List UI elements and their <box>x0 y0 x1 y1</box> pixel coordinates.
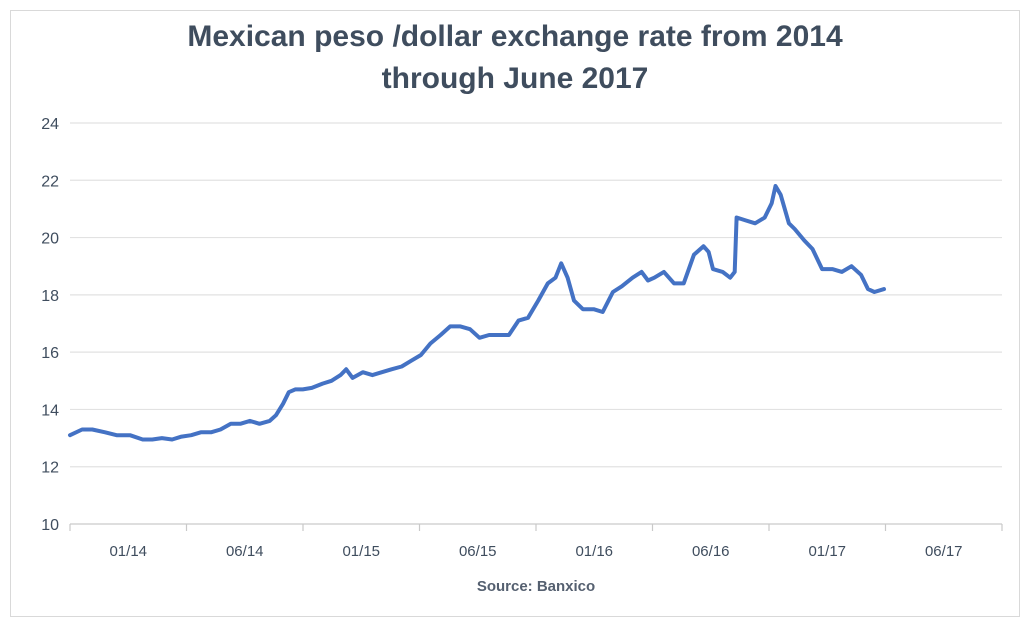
y-tick-label: 14 <box>41 402 59 419</box>
y-tick-label: 18 <box>41 288 59 305</box>
chart-source: Source: Banxico <box>477 578 595 595</box>
y-tick-label: 22 <box>41 173 59 190</box>
series-line <box>68 184 886 442</box>
x-tick-label: 06/15 <box>459 543 497 560</box>
y-tick-label: 24 <box>41 116 59 133</box>
x-tick-label: 01/14 <box>109 543 147 560</box>
x-tick-label: 06/14 <box>226 543 264 560</box>
x-tick-label: 01/15 <box>342 543 380 560</box>
grid-lines <box>70 122 1002 525</box>
y-tick-label: 10 <box>41 517 59 534</box>
chart-frame <box>10 10 1020 617</box>
y-tick-label: 16 <box>41 345 59 362</box>
y-tick-label: 12 <box>41 460 59 477</box>
y-axis: 10 12 14 16 18 20 22 24 <box>41 116 59 534</box>
x-tick-label: 06/17 <box>925 543 963 560</box>
x-tick-label: 01/16 <box>575 543 613 560</box>
x-tick-label: 06/16 <box>692 543 730 560</box>
x-axis: 01/14 06/14 01/15 06/15 01/16 06/16 01/17 06/17… <box>69 524 1003 560</box>
x-tick-label: 01/17 <box>808 543 846 560</box>
y-tick-label: 20 <box>41 231 59 248</box>
chart-title: Mexican peso /dollar exchange rate from … <box>187 20 843 95</box>
